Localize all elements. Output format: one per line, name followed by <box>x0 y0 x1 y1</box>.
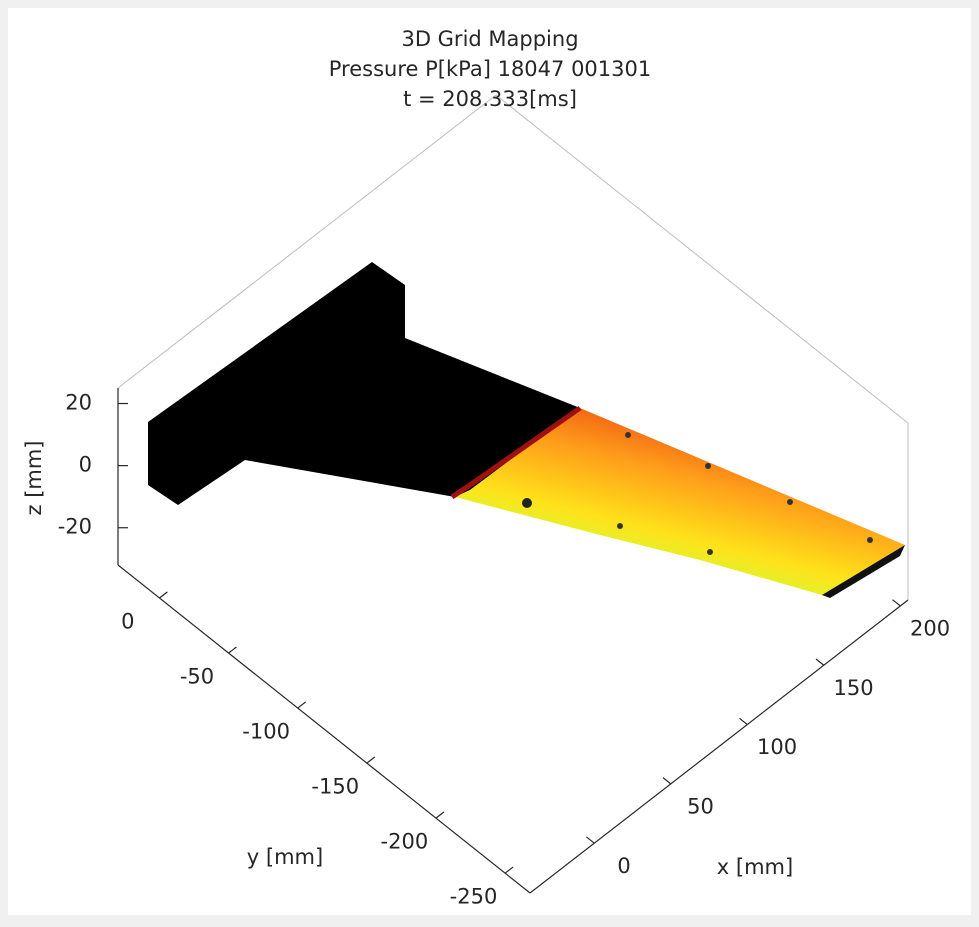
x-tick-label: 0 <box>617 854 630 878</box>
sensor <box>867 537 873 543</box>
sensor <box>625 432 631 438</box>
sensor <box>522 498 532 508</box>
y-tick-label: -150 <box>311 775 359 799</box>
surface-pressure <box>455 408 905 595</box>
x-tick <box>815 658 825 666</box>
x-tick-label: 50 <box>687 795 714 819</box>
chart-subtitle: t = 208.333[ms] <box>403 87 577 111</box>
chart-title: 3D Grid Mapping <box>401 27 578 51</box>
y-axis-label: y [mm] <box>247 845 323 869</box>
y-tick <box>435 811 445 819</box>
y-tick <box>366 756 376 764</box>
y-tick-label: -200 <box>381 830 429 854</box>
z-tick-label: -20 <box>58 515 92 539</box>
z-tick-label: 0 <box>79 453 92 477</box>
sensor <box>705 463 711 469</box>
y-tick-label: -250 <box>450 885 498 909</box>
y-tick-label: -100 <box>242 720 290 744</box>
x-tick <box>662 777 672 785</box>
x-tick <box>739 717 748 726</box>
y-tick-label: 0 <box>121 610 134 634</box>
z-tick-label: 20 <box>65 391 92 415</box>
y-tick <box>504 866 514 874</box>
sensor <box>707 549 713 555</box>
sensor <box>617 523 623 529</box>
y-tick <box>297 701 307 709</box>
box-edge <box>495 94 909 424</box>
x-tick-label: 150 <box>834 676 874 700</box>
x-tick <box>586 836 595 844</box>
surface-edge <box>450 405 582 500</box>
sensor <box>787 499 793 505</box>
z-axis-label: z [mm] <box>22 441 46 516</box>
surface-dark <box>148 262 580 505</box>
x-axis <box>529 599 909 894</box>
y-axis <box>117 564 531 894</box>
x-tick-label: 100 <box>757 735 797 759</box>
chart-subtitle: Pressure P[kPa] 18047 001301 <box>329 57 651 81</box>
box-edge <box>117 94 497 389</box>
x-tick <box>892 599 901 607</box>
y-tick-label: -50 <box>180 665 214 689</box>
surface <box>148 262 905 598</box>
axes-box <box>117 94 909 894</box>
x-axis-label: x [mm] <box>717 855 793 879</box>
x-tick-label: 200 <box>910 617 950 641</box>
surface-tip <box>822 545 905 598</box>
y-tick <box>228 646 237 654</box>
y-tick <box>159 591 168 599</box>
